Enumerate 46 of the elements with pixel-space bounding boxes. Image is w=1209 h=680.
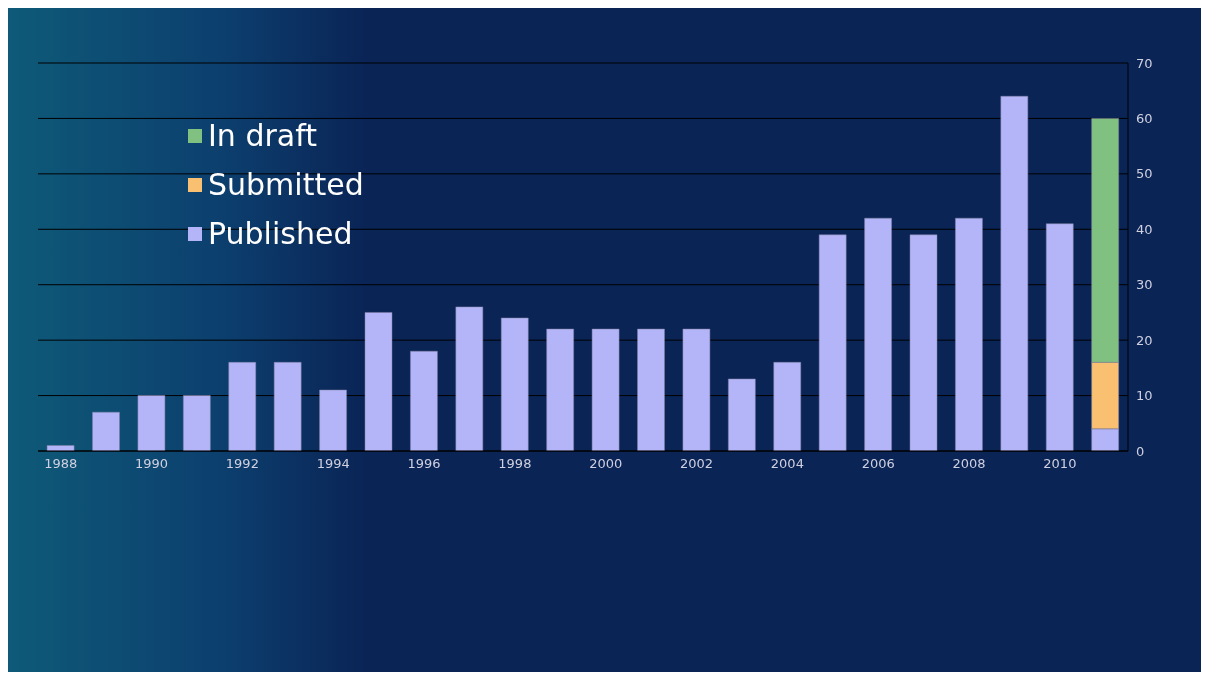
legend-label: Published: [208, 216, 353, 251]
bar: [501, 317, 529, 451]
bar: [728, 378, 756, 451]
bar: [228, 362, 256, 451]
bar: [909, 234, 938, 451]
x-tick-label: 1990: [134, 456, 169, 472]
bar: [864, 217, 892, 451]
bar: [773, 362, 801, 451]
bar: [364, 312, 393, 451]
legend-label: Submitted: [208, 167, 364, 202]
bar: [92, 411, 120, 451]
bar: [455, 306, 484, 451]
y-tick-label: 10: [1136, 388, 1153, 404]
y-tick-label: 60: [1136, 111, 1153, 127]
bar: [546, 328, 574, 451]
x-tick-label: 1996: [407, 456, 441, 472]
bar: [46, 445, 75, 451]
bar: [273, 362, 302, 451]
y-tick-label: 70: [1136, 55, 1153, 71]
bar: [955, 217, 983, 451]
legend-label: In draft: [208, 118, 317, 153]
x-tick-label: 2010: [1043, 456, 1077, 472]
bar: [183, 395, 211, 451]
x-tick-label: 1992: [225, 456, 259, 472]
bar: [1000, 96, 1029, 451]
y-tick-label: 0: [1136, 443, 1145, 459]
bar: [682, 328, 711, 451]
bar: [319, 389, 347, 451]
x-tick-label: 1988: [44, 456, 78, 472]
bar: [591, 328, 620, 451]
y-tick-label: 40: [1136, 221, 1153, 237]
x-tick-label: 2006: [861, 456, 895, 472]
x-tick-label: 2000: [589, 456, 623, 472]
y-tick-label: 50: [1136, 166, 1153, 182]
y-tick-label: 20: [1136, 332, 1153, 348]
bar: [1046, 223, 1074, 451]
bar: [637, 328, 665, 451]
x-tick-label: 1994: [316, 456, 350, 472]
bar: [410, 350, 438, 451]
x-tick-label: 1998: [498, 456, 532, 472]
x-tick-label: 2008: [952, 456, 986, 472]
x-tick-label: 2002: [679, 456, 714, 472]
y-tick-label: 30: [1136, 277, 1153, 293]
x-tick-label: 2004: [770, 456, 804, 472]
bar: [818, 234, 847, 451]
bar: [137, 395, 166, 451]
